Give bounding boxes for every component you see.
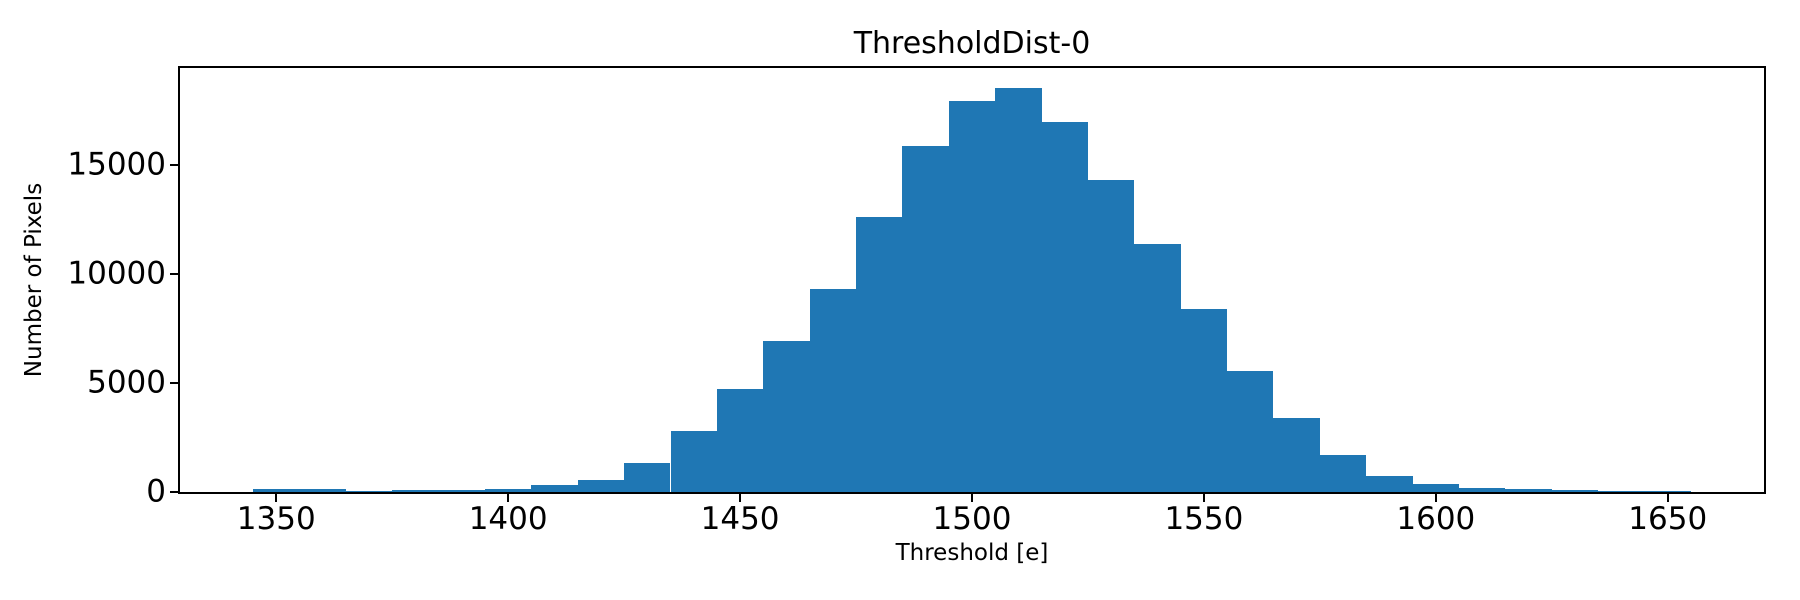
histogram-bar [1134, 244, 1181, 492]
plot-area [178, 66, 1766, 494]
histogram-bar [1087, 180, 1135, 492]
histogram-bar [253, 489, 300, 492]
histogram-bar [902, 146, 949, 492]
histogram-bar [299, 489, 346, 492]
histogram-bar [1551, 490, 1599, 492]
histogram-bar [438, 489, 485, 492]
histogram-bar [1180, 309, 1228, 492]
y-tick-label: 5000 [87, 364, 166, 401]
histogram-bar [995, 88, 1042, 492]
histogram-bar [1319, 454, 1367, 492]
histogram-bar [1505, 489, 1552, 492]
histogram-bar [392, 490, 439, 492]
histogram-bar [624, 462, 671, 492]
histogram-bar [809, 289, 857, 492]
histogram-bar [484, 488, 532, 492]
x-tick-label: 1350 [236, 501, 316, 537]
x-tick-label: 1400 [468, 501, 548, 537]
histogram-bar [1041, 122, 1088, 492]
y-tick-label: 10000 [67, 255, 166, 292]
histogram-bar [716, 389, 764, 492]
histogram-bar [763, 340, 810, 492]
histogram-bars [180, 68, 1764, 492]
chart-title: ThresholdDist-0 [853, 26, 1091, 61]
y-tick-label: 15000 [67, 146, 166, 183]
histogram-bar [1273, 418, 1320, 492]
histogram-bar [1644, 490, 1691, 492]
histogram-bar [1459, 487, 1506, 492]
histogram-bar [577, 480, 625, 492]
histogram-bar [345, 491, 393, 492]
x-axis-label: Threshold [e] [895, 540, 1049, 566]
y-tick-label: 0 [146, 473, 166, 510]
y-axis-label: Number of Pixels [21, 182, 47, 378]
histogram-bar [1412, 484, 1459, 492]
x-tick-label: 1650 [1628, 501, 1708, 537]
histogram-bar [948, 101, 996, 492]
histogram-bar [531, 485, 578, 492]
histogram-bar [670, 430, 717, 492]
histogram-bar [1366, 475, 1413, 492]
histogram-bar [1598, 490, 1645, 492]
histogram-bar [856, 217, 903, 492]
x-tick-label: 1600 [1396, 501, 1476, 537]
x-tick-label: 1450 [700, 501, 780, 537]
x-tick-label: 1550 [1164, 501, 1244, 537]
x-tick-label: 1500 [932, 501, 1012, 537]
histogram-bar [1227, 371, 1274, 492]
